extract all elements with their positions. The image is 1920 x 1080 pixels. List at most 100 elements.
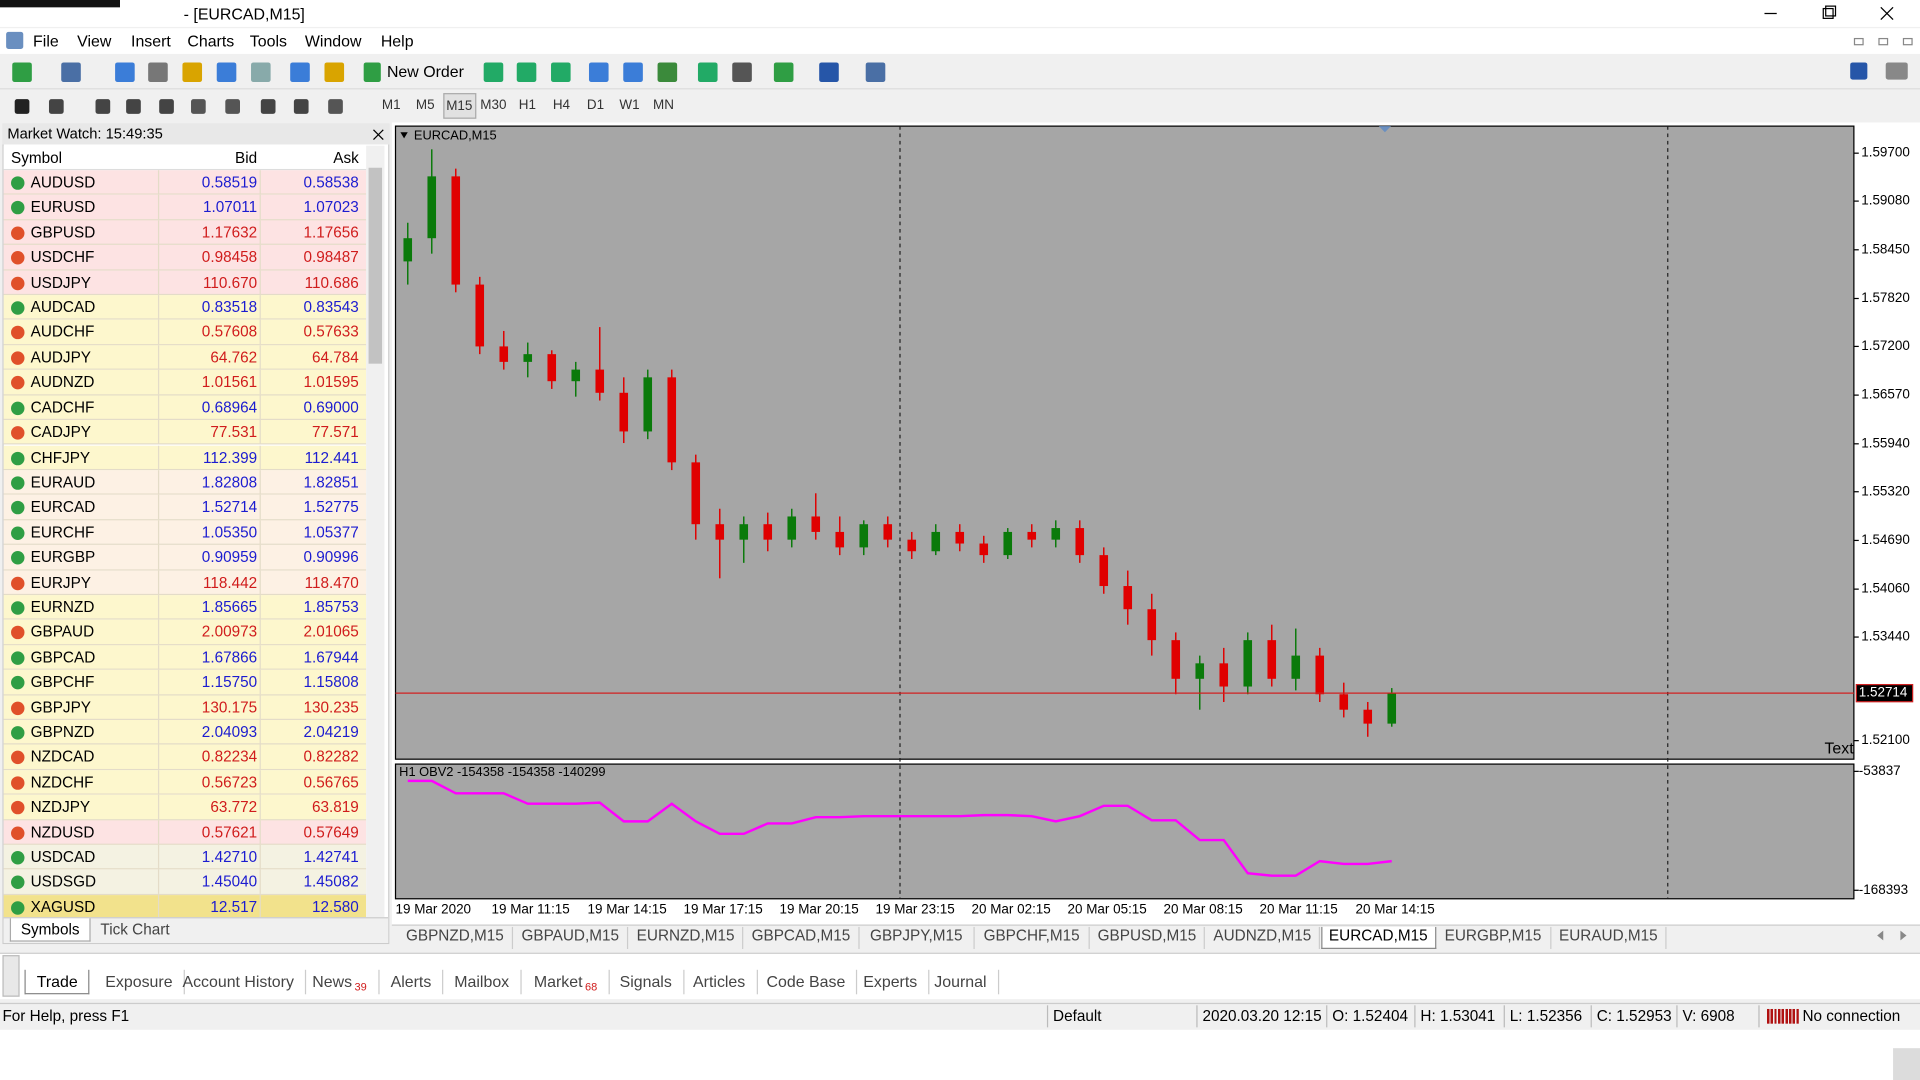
chart-tab[interactable]: GBPJPY,M15 [859,926,975,949]
menu-item[interactable]: Help [380,31,414,51]
symbol-row[interactable] [3,645,367,671]
toolbar-icon[interactable] [61,62,81,83]
terminal-tab[interactable]: Exposure [94,969,185,995]
terminal-tab[interactable]: Experts [852,969,930,995]
toolbar-icon[interactable] [588,62,609,83]
symbol-row[interactable] [3,844,367,870]
toolbar-icon[interactable] [773,62,794,83]
symbol-row[interactable] [3,720,367,745]
panel-tab[interactable]: Tick Chart [100,920,170,938]
timeframe-button[interactable]: H1 [518,97,536,113]
menu-item[interactable]: View [77,31,112,51]
chart-tab[interactable]: EURAUD,M15 [1551,926,1667,949]
toolbar-icon[interactable] [732,62,752,83]
toolbar-icon[interactable] [516,62,537,83]
toolbar-icon[interactable] [12,62,32,83]
drawing-tool[interactable] [328,99,343,114]
symbol-row[interactable] [3,495,367,521]
toolbar-icon[interactable] [182,62,203,83]
search-icon[interactable] [1850,62,1868,80]
symbol-row[interactable] [3,395,367,421]
drawing-tool[interactable] [225,99,240,114]
terminal-tab[interactable]: Account History [171,969,307,995]
chart-tab[interactable]: EURGBP,M15 [1436,926,1552,949]
toolbar-icon[interactable] [148,62,168,83]
symbol-row[interactable] [3,595,367,621]
panel-tab[interactable]: Symbols [9,918,91,942]
symbol-row[interactable] [3,520,367,546]
new-order-button[interactable]: New Order [386,62,464,81]
drawing-tool[interactable] [95,99,111,114]
toolbar-icon[interactable] [623,62,643,83]
drawing-tool[interactable] [159,99,174,114]
toolbar-icon[interactable] [483,62,504,83]
symbol-row[interactable] [3,620,367,646]
symbol-row[interactable] [3,869,367,895]
symbol-row[interactable] [3,420,367,446]
column-header[interactable]: Ask [333,149,359,167]
mdi-control[interactable] [1902,37,1913,46]
symbol-row[interactable] [3,170,367,196]
toolbar-icon[interactable] [697,62,718,83]
tab-scroll[interactable] [1876,930,1884,941]
drawing-tool[interactable] [126,99,141,114]
terminal-tab[interactable]: Mailbox [443,969,522,995]
toolbar-icon[interactable] [551,62,571,83]
chat-icon[interactable] [1885,62,1908,80]
symbol-row[interactable] [3,445,367,471]
symbol-row[interactable] [3,819,367,845]
terminal-tab[interactable]: Journal [923,969,999,995]
toolbar-icon[interactable] [290,62,310,83]
drawing-tool[interactable] [260,99,276,114]
terminal-tab[interactable]: Alerts [380,969,444,995]
symbol-row[interactable] [3,670,367,695]
chart-tab[interactable]: GBPAUD,M15 [513,926,629,949]
symbol-row[interactable] [3,570,367,596]
scrollbar-thumb[interactable] [368,167,383,364]
menu-item[interactable]: File [33,31,59,51]
drawing-tool[interactable] [191,99,206,114]
chart-tab[interactable]: AUDNZD,M15 [1205,926,1321,949]
toolbar-icon[interactable] [115,62,135,83]
menu-item[interactable]: Insert [131,31,171,51]
timeframe-button[interactable]: H4 [552,97,571,113]
timeframe-button[interactable]: D1 [586,97,605,113]
terminal-tab[interactable]: Signals [609,969,685,995]
window-controls[interactable] [1749,0,1920,27]
tab-scroll[interactable] [1900,930,1907,941]
symbol-row[interactable] [3,195,367,221]
symbol-row[interactable] [3,470,367,496]
symbol-row[interactable] [3,695,367,720]
toolbar-icon[interactable] [865,62,886,83]
toolbar-icon[interactable] [251,62,271,83]
terminal-tab[interactable]: Market 68 [523,969,610,995]
menu-item[interactable]: Charts [187,31,235,51]
timeframe-button[interactable]: M30 [480,97,507,113]
mdi-control[interactable] [1878,37,1889,46]
toolbar-icon[interactable] [819,62,839,83]
timeframe-button[interactable]: W1 [619,97,640,113]
drawing-tool[interactable] [48,99,64,114]
symbol-row[interactable] [3,795,367,820]
chart-tab[interactable]: EURNZD,M15 [629,926,744,949]
timeframe-button[interactable]: MN [653,97,675,113]
close-icon[interactable] [372,129,384,141]
symbol-row[interactable] [3,345,367,371]
toolbar-icon[interactable] [216,62,237,83]
menu-item[interactable]: Window [304,31,362,51]
symbol-row[interactable] [3,370,367,396]
chart-tab[interactable]: GBPCHF,M15 [975,926,1090,949]
drawing-tool[interactable] [293,99,309,114]
column-header[interactable]: Symbol [11,149,63,167]
terminal-tab[interactable]: Trade [24,969,90,995]
symbol-row[interactable] [3,295,367,321]
menu-item[interactable]: Tools [249,31,287,51]
app-menu-icon[interactable] [6,31,24,49]
symbol-row[interactable] [3,545,367,571]
mdi-control[interactable] [1853,37,1864,46]
column-header[interactable]: Bid [235,149,258,167]
symbol-row[interactable] [3,769,367,795]
timeframe-button[interactable]: M5 [415,97,435,113]
chart-tab[interactable]: EURCAD,M15 [1320,926,1436,949]
chart-tab[interactable]: GBPNZD,M15 [398,926,514,949]
